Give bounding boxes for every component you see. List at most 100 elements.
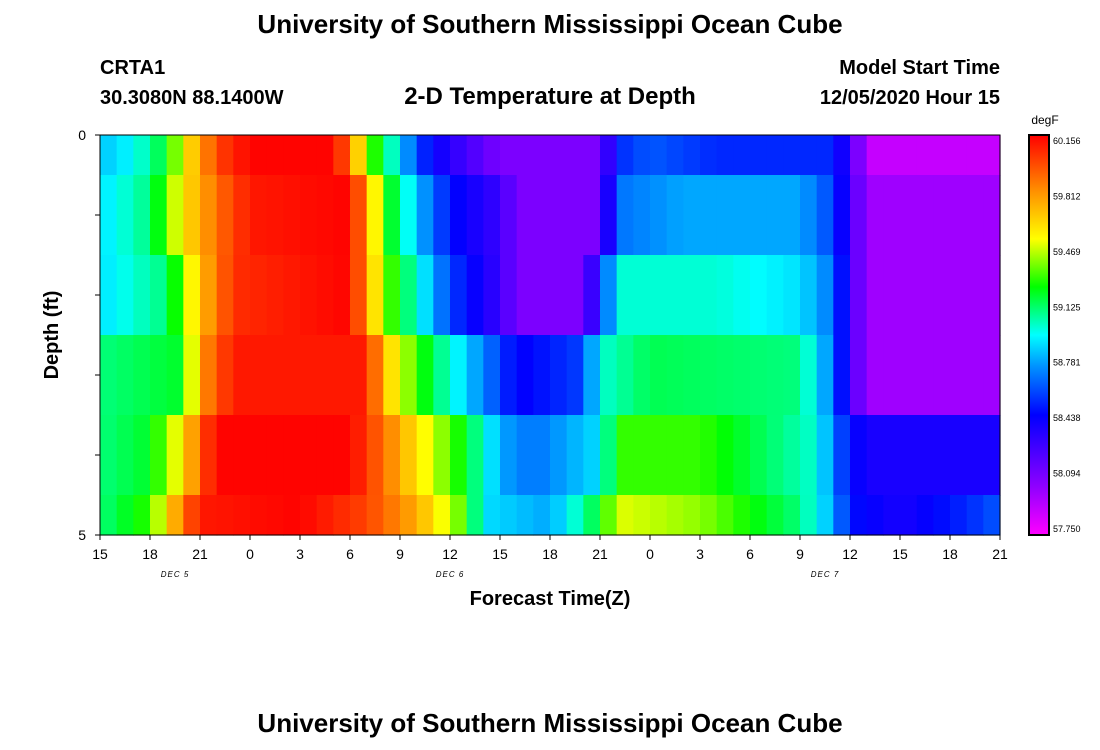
x-tick-label: 6 [746, 546, 754, 562]
heatmap-cell [183, 255, 201, 336]
heatmap-cell [550, 135, 568, 176]
colorbar-tick-label: 58.094 [1053, 469, 1081, 479]
heatmap-cell [500, 495, 518, 536]
heatmap-cell [900, 175, 918, 256]
y-tick-label: 0 [78, 127, 86, 143]
heatmap-cell [966, 495, 984, 536]
heatmap-cell [966, 335, 984, 416]
heatmap-cell [216, 495, 234, 536]
heatmap-cell [166, 135, 184, 176]
heatmap-cell [250, 175, 268, 256]
heatmap-cell [600, 175, 618, 256]
heatmap-cell [766, 135, 784, 176]
heatmap-cell [233, 135, 251, 176]
heatmap-cell [300, 335, 318, 416]
heatmap-cell [983, 415, 1001, 496]
heatmap-cell [566, 255, 584, 336]
heatmap-cell [216, 175, 234, 256]
heatmap-cell [883, 255, 901, 336]
colorbar-tick-label: 59.125 [1053, 302, 1081, 312]
heatmap-cell [266, 495, 284, 536]
heatmap-cell [866, 495, 884, 536]
heatmap-cell [750, 415, 768, 496]
heatmap-cell [816, 335, 834, 416]
heatmap-cell [350, 255, 368, 336]
heatmap-cell [366, 415, 384, 496]
heatmap-cell [383, 495, 401, 536]
heatmap-cell [100, 415, 118, 496]
heatmap-cell [566, 335, 584, 416]
heatmap-cell [883, 415, 901, 496]
heatmap-cell [100, 135, 118, 176]
heatmap-cell [283, 175, 301, 256]
heatmap-cell [950, 415, 968, 496]
x-tick-label: 18 [542, 546, 558, 562]
heatmap-cell [283, 135, 301, 176]
station-coords: 30.3080N 88.1400W [100, 87, 284, 109]
heatmap-cell [500, 175, 518, 256]
heatmap-cell [883, 335, 901, 416]
heatmap-cell [416, 255, 434, 336]
heatmap-cell [600, 135, 618, 176]
heatmap-cell [516, 335, 534, 416]
heatmap-cell [383, 255, 401, 336]
x-tick-label: 21 [192, 546, 208, 562]
heatmap-cell [733, 495, 751, 536]
heatmap-cell [383, 335, 401, 416]
heatmap-cell [133, 415, 151, 496]
heatmap-cell [800, 335, 818, 416]
heatmap-cell [833, 255, 851, 336]
heatmap-cell [316, 495, 334, 536]
heatmap-cell [866, 255, 884, 336]
heatmap-cell [766, 415, 784, 496]
heatmap-cell [800, 175, 818, 256]
heatmap-cell [983, 135, 1001, 176]
heatmap-cell [533, 415, 551, 496]
heatmap-cell [483, 255, 501, 336]
heatmap-cell [783, 415, 801, 496]
heatmap-cell [450, 495, 468, 536]
heatmap-cell [216, 415, 234, 496]
heatmap-cell [633, 335, 651, 416]
colorbar-tick-label: 58.781 [1053, 358, 1081, 368]
heatmap-cell [616, 135, 634, 176]
heatmap-cell [650, 255, 668, 336]
heatmap-cell [400, 175, 418, 256]
heatmap-cell [883, 495, 901, 536]
heatmap-cell [250, 495, 268, 536]
heatmap-cell [816, 135, 834, 176]
heatmap-cell [566, 495, 584, 536]
heatmap-cell [600, 495, 618, 536]
heatmap-cell [116, 495, 134, 536]
heatmap-cell [700, 255, 718, 336]
heatmap-cell [450, 255, 468, 336]
heatmap-cell [550, 495, 568, 536]
heatmap-cell [533, 175, 551, 256]
heatmap-cell [833, 135, 851, 176]
heatmap-cell [683, 175, 701, 256]
heatmap-cell [233, 495, 251, 536]
heatmap-cell [733, 175, 751, 256]
heatmap-cell [233, 175, 251, 256]
heatmap-cell [150, 175, 168, 256]
heatmap-cell [233, 255, 251, 336]
heatmap-cell [966, 255, 984, 336]
x-tick-label: 15 [92, 546, 108, 562]
heatmap-cell [866, 135, 884, 176]
heatmap-cell [833, 335, 851, 416]
heatmap-cell [700, 175, 718, 256]
heatmap-cell [166, 255, 184, 336]
heatmap-cell [666, 415, 684, 496]
heatmap-cell [783, 495, 801, 536]
x-tick-label: 21 [592, 546, 608, 562]
heatmap-cell [333, 255, 351, 336]
heatmap-cell [683, 335, 701, 416]
y-axis-label: Depth (ft) [41, 291, 63, 380]
colorbar-unit: degF [1031, 113, 1058, 127]
heatmap-cell [250, 135, 268, 176]
heatmap-cell [433, 135, 451, 176]
heatmap-cell [683, 415, 701, 496]
heatmap-cell [716, 135, 734, 176]
x-axis-label: Forecast Time(Z) [470, 588, 631, 610]
heatmap-cell [200, 255, 218, 336]
